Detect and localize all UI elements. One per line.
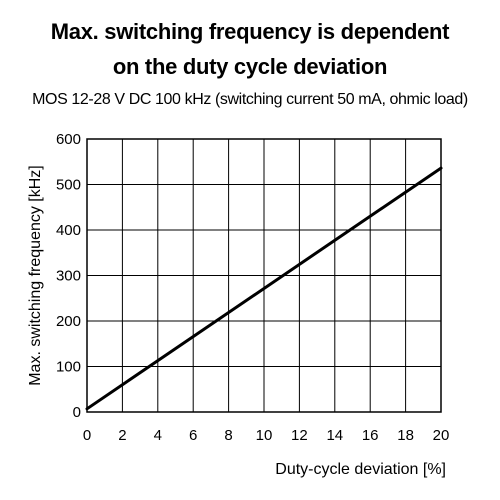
x-tick-label: 16 — [362, 427, 379, 444]
x-tick-label: 18 — [397, 427, 414, 444]
x-tick-label: 6 — [189, 427, 197, 444]
x-axis-ticks: 0 2 4 6 8 10 12 14 16 18 20 — [83, 427, 450, 444]
x-tick-label: 12 — [291, 427, 308, 444]
chart-title-line-2: on the duty cycle deviation — [112, 54, 388, 79]
y-tick-label: 300 — [56, 268, 81, 285]
y-tick-label: 600 — [56, 131, 81, 148]
x-tick-label: 14 — [326, 427, 343, 444]
x-tick-label: 0 — [83, 427, 91, 444]
x-tick-label: 8 — [224, 427, 232, 444]
x-axis-label: Duty-cycle deviation [%] — [275, 461, 446, 478]
y-axis-ticks: 0 100 200 300 400 500 600 — [56, 131, 81, 421]
y-tick-label: 500 — [56, 177, 81, 194]
y-tick-label: 400 — [56, 222, 81, 239]
series-layer — [85, 166, 443, 411]
x-tick-label: 20 — [433, 427, 450, 444]
y-tick-label: 100 — [56, 359, 81, 376]
x-tick-label: 10 — [256, 427, 273, 444]
grid — [86, 138, 442, 413]
x-tick-label: 4 — [154, 427, 162, 444]
chart-title-line-1: Max. switching frequency is dependent — [50, 19, 450, 44]
plot-frame — [86, 138, 442, 413]
y-axis-label: Max. switching frequency [kHz] — [27, 165, 44, 386]
x-tick-label: 2 — [118, 427, 126, 444]
y-tick-label: 200 — [56, 313, 81, 330]
chart-subtitle: MOS 12-28 V DC 100 kHz (switching curren… — [32, 91, 468, 108]
y-tick-label: 0 — [73, 404, 81, 421]
series-line — [85, 166, 443, 411]
